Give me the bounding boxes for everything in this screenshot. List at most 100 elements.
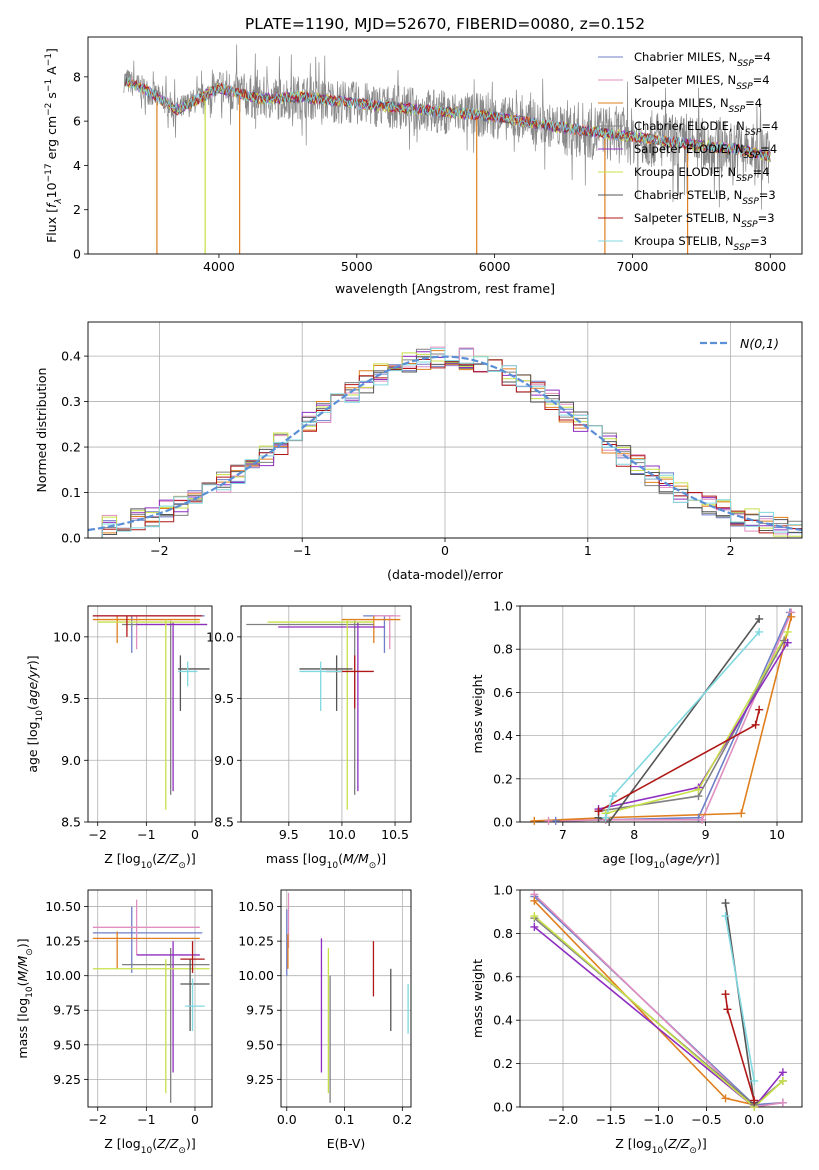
label-part: ⊙ [689, 1146, 697, 1156]
plus-marker [778, 1076, 787, 1085]
label-part: =4 [760, 142, 777, 156]
label-part: 10 [35, 710, 45, 722]
y-tick-label: 9.25 [246, 1072, 274, 1087]
label-part: ( [663, 1136, 668, 1151]
plus-marker [605, 818, 614, 826]
label-part: 10 [327, 861, 339, 871]
legend-label: Chabrier ELODIE, NSSP=4 [634, 119, 778, 138]
label-part: ( [338, 851, 343, 866]
label-part: 10 [141, 861, 153, 871]
x-tick-label: 4000 [203, 259, 235, 274]
weight-line [534, 616, 793, 822]
y-axis-label: Flux [fλ10−17 erg cm−2 s−1 A−1] [44, 48, 64, 243]
error-point [326, 655, 374, 709]
label-part: )] [710, 851, 720, 866]
y-tick-label: 0.4 [61, 349, 81, 364]
y-axis-label: mass weight [470, 959, 485, 1038]
plus-marker [608, 792, 617, 801]
y-tick-label: 1.0 [493, 599, 513, 614]
label-part: =4 [745, 96, 762, 110]
label-part: mass [ [266, 851, 308, 866]
x-tick-label: 2 [727, 543, 735, 558]
label-part: −1 [44, 53, 54, 66]
label-part: Z [ [104, 851, 121, 866]
gaussian-curve [88, 355, 802, 532]
plus-marker [698, 815, 707, 824]
label-part: 10 [141, 1146, 153, 1156]
y-tick-label: 0.3 [61, 394, 81, 409]
label-part: ⊙ [178, 1146, 186, 1156]
error-point [373, 615, 401, 650]
label-part: log [634, 851, 653, 866]
error-point [341, 615, 401, 644]
plus-marker [783, 638, 792, 647]
label-part: SSP [745, 128, 762, 138]
x-tick-label: 0 [191, 827, 199, 842]
x-tick-label: 10.5 [381, 827, 409, 842]
plus-marker [530, 896, 539, 905]
y-tick-label: 0.8 [493, 926, 513, 941]
label-part: M/M [343, 851, 369, 866]
y-tick-label: 0.1 [61, 485, 81, 500]
label-part: )] [697, 1136, 707, 1151]
plus-marker [723, 1005, 732, 1014]
y-tick-label: 0.6 [493, 685, 513, 700]
figure-title: PLATE=1190, MJD=52670, FIBERID=0080, z=0… [245, 15, 645, 33]
observed-spectrum [123, 44, 771, 210]
x-tick-label: 7 [559, 827, 567, 842]
error-point [92, 615, 200, 644]
y-tick-label: 0.0 [61, 531, 81, 546]
label-part: A [44, 66, 59, 79]
error-point [92, 931, 200, 969]
weight-line [533, 926, 784, 1107]
plot-area [92, 615, 210, 810]
label-part: log [15, 998, 30, 1017]
label-part: =4 [753, 165, 770, 179]
error-point [92, 615, 203, 637]
x-tick-label: −0.5 [691, 1112, 721, 1127]
x-tick-label: 10.0 [328, 827, 356, 842]
label-part: log [25, 721, 40, 740]
model-spectrum [125, 76, 771, 161]
label-part: =3 [750, 234, 767, 248]
y-axis-label: Normed distribution [34, 368, 49, 493]
label-part: )] [186, 1136, 196, 1151]
plot-residual_histogram: −2 −1 0 1 2 0.0 0.1 0.2 0.3 0.4 (data-model)/error… [34, 321, 803, 582]
plus-marker [530, 922, 539, 931]
label-part: −1 [44, 79, 54, 92]
error-point [299, 661, 342, 711]
weight-line [724, 915, 755, 1082]
plus-marker [551, 816, 560, 825]
axes-frame [87, 605, 213, 823]
label-part: −17 [44, 163, 54, 182]
x-tick-label: −1 [137, 827, 155, 842]
y-tick-label: 9.0 [61, 753, 81, 768]
y-tick-label: 0.4 [493, 1013, 513, 1028]
x-tick-label: 8 [630, 827, 638, 842]
label-part: )] [376, 851, 386, 866]
label-part: SSP [736, 174, 753, 184]
label-part: ] [44, 48, 59, 53]
plus-marker [601, 813, 610, 822]
y-tick-label: 10.00 [45, 968, 81, 983]
label-part: =3 [758, 211, 775, 225]
x-axis-label: Z [log10(Z/Z⊙)] [104, 851, 195, 871]
x-tick-label: 10 [769, 827, 785, 842]
y-axis-label: age [log10(age/yr)] [25, 655, 45, 772]
y-tick-label: 10.25 [238, 934, 274, 949]
y-tick-label: 1.0 [493, 883, 513, 898]
error-point [97, 615, 200, 650]
legend-label: Salpeter STELIB, NSSP=3 [634, 211, 775, 230]
x-axis-label: E(B-V) [327, 1136, 366, 1151]
axes-frame [240, 605, 412, 823]
histogram-series [88, 348, 802, 538]
x-tick-label: 7000 [617, 259, 649, 274]
y-tick-label: 6 [73, 114, 81, 129]
label-part: ⊙ [178, 861, 186, 871]
x-tick-label: −1 [293, 543, 311, 558]
plus-marker [721, 912, 730, 921]
label-part: Chabrier ELODIE, N [634, 119, 745, 133]
x-tick-label: −2 [150, 543, 168, 558]
weight-line [598, 618, 760, 822]
